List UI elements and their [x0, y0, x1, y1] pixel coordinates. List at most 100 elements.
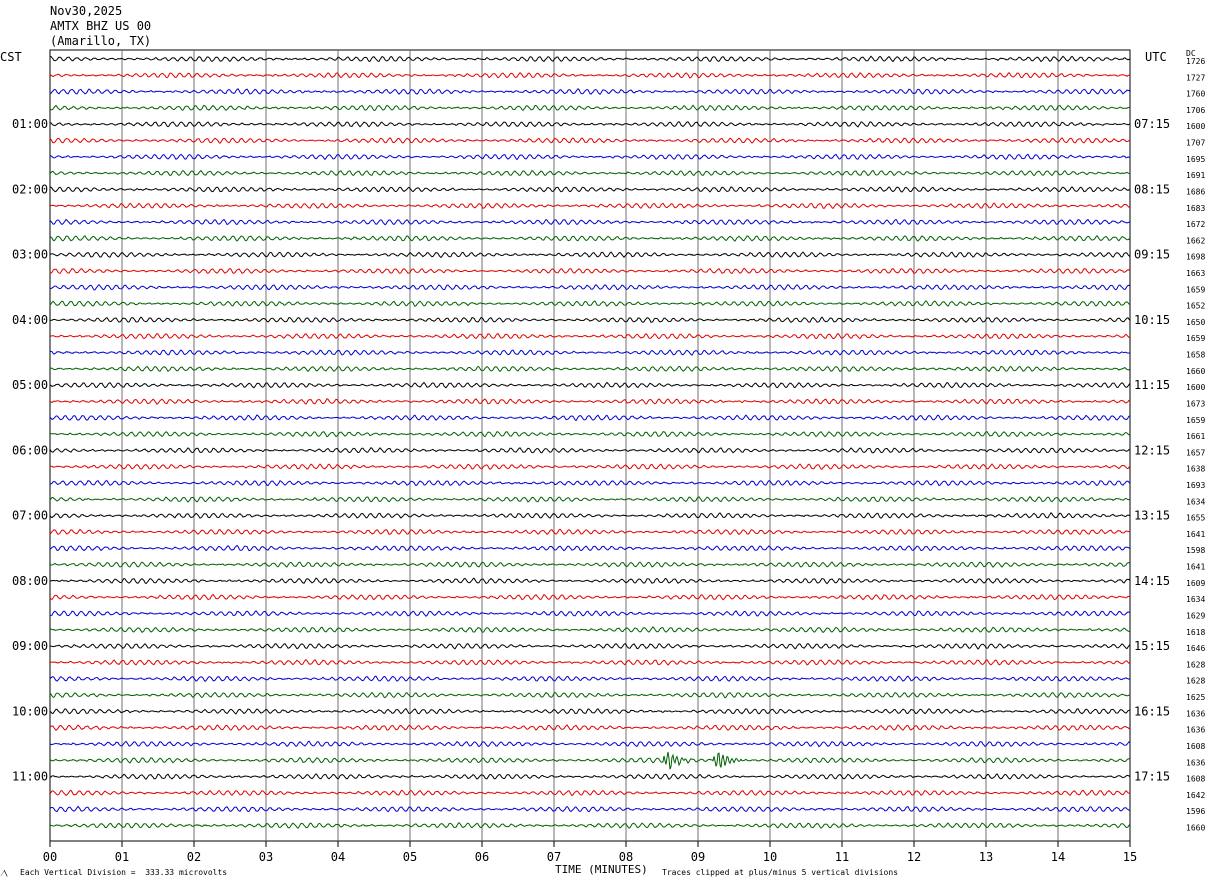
cst-hour-label: 05:00: [12, 378, 48, 392]
seismic-trace: [49, 691, 1131, 699]
seismic-trace: [49, 300, 1131, 307]
seismic-trace: [49, 821, 1131, 829]
dc-offset-label: 1760: [1186, 90, 1205, 99]
utc-hour-label: 16:15: [1134, 704, 1170, 718]
utc-hour-label: 08:15: [1134, 182, 1170, 196]
cst-hour-label: 11:00: [12, 770, 48, 784]
dc-offset-label: 1636: [1186, 726, 1205, 735]
seismic-trace: [49, 561, 1131, 568]
dc-offset-label: 1618: [1186, 628, 1205, 637]
x-tick-label: 04: [331, 850, 345, 864]
seismic-trace: [50, 577, 1131, 585]
cst-label: CST: [0, 50, 22, 64]
utc-hour-label: 17:15: [1134, 770, 1170, 784]
station-location: (Amarillo, TX): [50, 34, 152, 48]
dc-offset-label: 1660: [1186, 367, 1205, 376]
x-tick-label: 01: [115, 850, 129, 864]
dc-offset-label: 1608: [1186, 775, 1205, 784]
utc-hour-label: 10:15: [1134, 313, 1170, 327]
dc-offset-label: 1707: [1186, 139, 1205, 148]
dc-offset-label: 1663: [1186, 269, 1205, 278]
seismic-trace: [49, 251, 1131, 259]
x-tick-label: 15: [1123, 850, 1137, 864]
x-tick-label: 02: [187, 850, 201, 864]
dc-offset-label: 1638: [1186, 465, 1205, 474]
x-tick-label: 07: [547, 850, 561, 864]
x-tick-label: 03: [259, 850, 273, 864]
dc-offset-label: 1698: [1186, 253, 1205, 262]
seismic-trace: [49, 495, 1131, 503]
seismic-trace: [49, 751, 1131, 770]
dc-offset-label: 1608: [1186, 742, 1205, 751]
utc-hour-label: 13:15: [1134, 509, 1170, 523]
x-tick-label: 13: [979, 850, 993, 864]
seismic-trace: [49, 349, 1131, 356]
x-tick-label: 05: [403, 850, 417, 864]
seismic-trace: [49, 137, 1131, 144]
seismic-trace: [49, 71, 1131, 79]
x-tick-label: 09: [691, 850, 705, 864]
seismic-trace: [49, 284, 1131, 291]
corner-mark: ⁄\: [2, 869, 9, 878]
dc-offset-label: 1652: [1186, 302, 1205, 311]
dc-offset-label: 1683: [1186, 204, 1205, 213]
dc-offset-label: 1660: [1186, 824, 1205, 833]
dc-offset-label: 1634: [1186, 497, 1205, 506]
dc-offset-label: 1727: [1186, 73, 1205, 82]
cst-hour-label: 07:00: [12, 509, 48, 523]
seismic-trace: [49, 658, 1131, 666]
x-tick-label: 08: [619, 850, 633, 864]
dc-offset-label: 1726: [1186, 57, 1205, 66]
dc-offset-label: 1598: [1186, 546, 1205, 555]
seismic-trace: [49, 740, 1131, 748]
seismic-trace: [49, 512, 1131, 519]
seismic-trace: [49, 642, 1131, 650]
dc-offset-label: 1641: [1186, 530, 1205, 539]
cst-hour-label: 10:00: [12, 704, 48, 718]
x-axis-title: TIME (MINUTES): [555, 863, 648, 876]
dc-offset-label: 1650: [1186, 318, 1205, 327]
utc-hour-label: 07:15: [1134, 117, 1170, 131]
cst-hour-label: 03:00: [12, 248, 48, 262]
dc-offset-label: 1609: [1186, 579, 1205, 588]
x-tick-label: 12: [907, 850, 921, 864]
dc-offset-label: 1686: [1186, 187, 1205, 196]
seismic-trace: [49, 707, 1131, 715]
seismic-trace: [49, 593, 1131, 601]
dc-offset-label: 1634: [1186, 595, 1205, 604]
dc-offset-label: 1657: [1186, 448, 1205, 457]
dc-offset-label: 1691: [1186, 171, 1205, 180]
utc-hour-label: 11:15: [1134, 378, 1170, 392]
seismic-trace: [49, 267, 1131, 275]
seismic-trace: [49, 528, 1131, 536]
dc-offset-label: 1642: [1186, 791, 1205, 800]
seismic-trace: [49, 332, 1131, 340]
cst-hour-label: 08:00: [12, 574, 48, 588]
seismic-trace: [49, 479, 1131, 487]
seismic-trace: [49, 805, 1131, 813]
x-tick-label: 14: [1051, 850, 1065, 864]
utc-hour-label: 14:15: [1134, 574, 1170, 588]
station-code: AMTX BHZ US 00: [50, 19, 152, 33]
dc-offset-label: 1628: [1186, 660, 1205, 669]
seismic-trace: [49, 218, 1131, 226]
dc-offset-label: 1636: [1186, 709, 1205, 718]
dc-offset-label: 1706: [1186, 106, 1205, 115]
seismic-trace: [50, 202, 1131, 210]
seismic-trace: [50, 610, 1131, 617]
seismic-trace: [49, 104, 1131, 112]
seismic-trace: [49, 153, 1131, 161]
dc-offset-label: 1661: [1186, 432, 1205, 441]
dc-offset-label: 1629: [1186, 611, 1205, 620]
utc-hour-label: 09:15: [1134, 248, 1170, 262]
cst-hour-label: 01:00: [12, 117, 48, 131]
cst-hour-label: 06:00: [12, 443, 48, 457]
dc-offset-label: 1672: [1186, 220, 1205, 229]
x-tick-label: 10: [763, 850, 777, 864]
dc-offset-label: 1659: [1186, 285, 1205, 294]
cst-hour-label: 04:00: [12, 313, 48, 327]
cst-hour-label: 02:00: [12, 182, 48, 196]
seismic-trace: [49, 235, 1131, 242]
x-tick-label: 11: [835, 850, 849, 864]
